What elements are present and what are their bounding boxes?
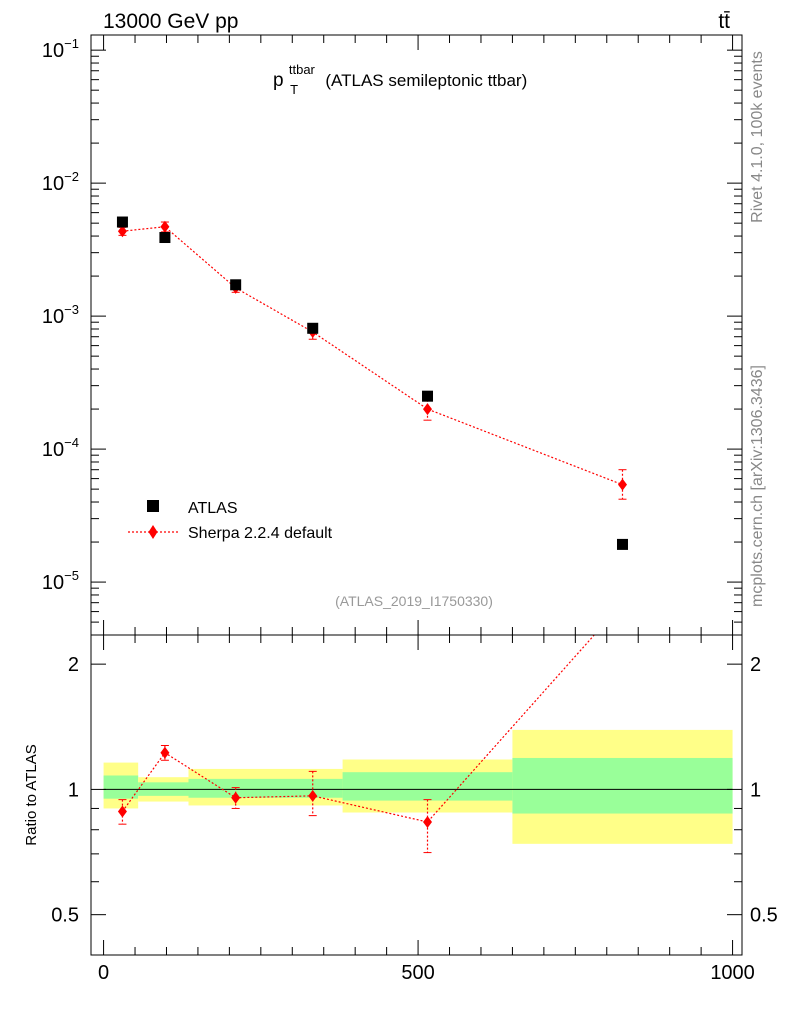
ratio-ytick-label-right: 1	[750, 779, 761, 801]
ratio-sherpa-point	[308, 789, 318, 802]
atlas-point	[422, 390, 434, 402]
main-axis-ticks: 10−5 10−4 10−3 10−2 10−1	[42, 35, 742, 636]
main-panel: p ttbar T (ATLAS semileptonic ttbar) 10−…	[42, 34, 743, 636]
main-ytick-label: 10−3	[42, 302, 79, 328]
title-sub: T	[290, 82, 298, 97]
legend-atlas-marker	[147, 500, 159, 512]
ratio-band-inner	[103, 775, 139, 799]
atlas-point	[307, 322, 319, 334]
main-frame	[90, 34, 743, 636]
ratio-ytick-label-right: 0.5	[750, 905, 778, 927]
ratio-sherpa-point	[160, 746, 170, 759]
ratio-ylabel: Ratio to ATLAS	[23, 744, 40, 845]
legend-sherpa-label: Sherpa 2.2.4 default	[188, 525, 333, 542]
main-ytick-label: 10−4	[42, 435, 79, 461]
sherpa-point	[423, 403, 433, 416]
ratio-ytick-label-left: 2	[68, 654, 79, 676]
rivet-version-label: Rivet 4.1.0, 100k events	[749, 51, 766, 223]
ratio-xtick-label: 500	[401, 962, 434, 984]
beam-label: 13000 GeV pp	[103, 10, 238, 33]
ratio-band-inner	[342, 772, 513, 801]
legend-sherpa-marker	[148, 525, 158, 539]
sherpa-line	[122, 226, 623, 486]
main-ytick-label: 10−2	[42, 169, 79, 195]
atlas-point	[159, 232, 171, 244]
legend: ATLAS Sherpa 2.2.4 default	[128, 500, 333, 542]
ratio-frame	[90, 634, 743, 956]
ratio-ytick-label-right: 2	[750, 654, 761, 676]
mcplots-label: mcplots.cern.ch [arXiv:1306.3436]	[749, 365, 766, 607]
main-ytick-label: 10−5	[42, 568, 79, 594]
sherpa-point	[160, 220, 170, 233]
ratio-sherpa-point	[231, 791, 241, 804]
atlas-point	[230, 279, 242, 291]
main-ytick-label: 10−1	[42, 36, 79, 62]
title-rest: (ATLAS semileptonic ttbar)	[325, 71, 527, 90]
ratio-sherpa-line	[121, 635, 596, 823]
ratio-xtick-label: 1000	[710, 962, 755, 984]
ratio-xtick-label: 0	[98, 962, 109, 984]
sherpa-point	[617, 478, 627, 491]
analysis-id-label: (ATLAS_2019_I1750330)	[335, 593, 493, 609]
ratio-sherpa-point	[117, 805, 127, 818]
ratio-band-inner	[512, 757, 733, 814]
ratio-ytick-label-left: 0.5	[51, 905, 79, 927]
legend-atlas-label: ATLAS	[188, 500, 238, 517]
ratio-uncertainty-bands	[103, 729, 733, 844]
ratio-ytick-label-left: 1	[68, 779, 79, 801]
main-title: p ttbar T (ATLAS semileptonic ttbar)	[273, 58, 527, 99]
atlas-point	[116, 216, 128, 228]
sherpa-point	[117, 225, 127, 238]
ratio-panel: 0.5 0.5 1 1 2 2 0 500 1000 Ratio to ATLAS	[23, 634, 778, 984]
ratio-series-group	[117, 635, 596, 854]
ratio-sherpa-point	[423, 815, 433, 828]
ratio-axis-ticks: 0.5 0.5 1 1 2 2 0 500 1000	[51, 635, 778, 984]
ratio-band-inner	[188, 778, 343, 798]
process-label: tt̄	[718, 10, 730, 33]
atlas-point	[616, 538, 628, 550]
title-sup: ttbar	[289, 62, 316, 77]
title-p: p	[273, 70, 284, 91]
